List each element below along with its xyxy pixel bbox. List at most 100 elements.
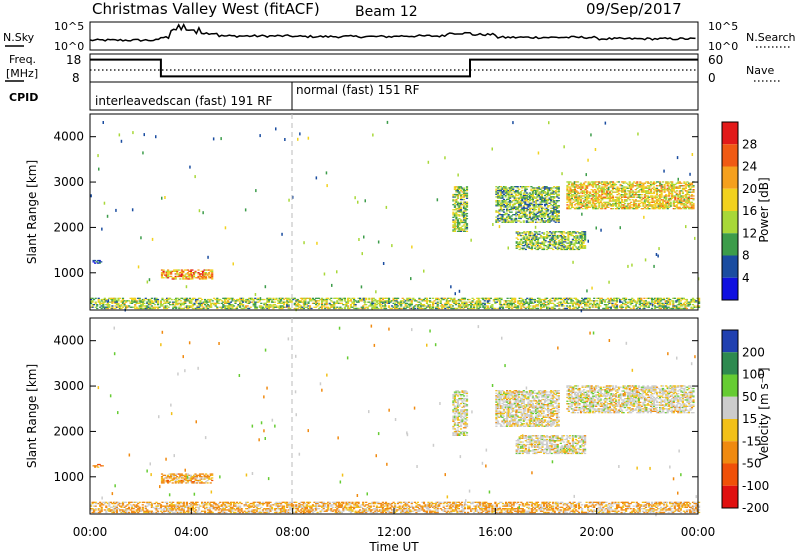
heatmap-cell <box>296 298 299 301</box>
heatmap-cell <box>687 191 691 193</box>
heatmap-cell <box>464 209 467 211</box>
heatmap-cell <box>486 305 489 307</box>
heatmap-cell <box>207 301 210 303</box>
heatmap-cell <box>657 190 660 192</box>
heatmap-cell <box>640 298 643 301</box>
heatmap-cell <box>637 202 640 205</box>
heatmap-cell <box>571 238 574 240</box>
heatmap-cell <box>660 302 663 304</box>
heatmap-cell <box>559 248 562 251</box>
heatmap-cell <box>553 241 556 243</box>
heatmap-cell <box>569 199 572 201</box>
heatmap-cell <box>239 297 242 299</box>
heatmap-cell <box>667 301 670 303</box>
heatmap-cell <box>683 189 686 191</box>
heatmap-cell <box>566 185 569 187</box>
heatmap-cell <box>657 205 660 207</box>
heatmap-cell <box>208 273 211 275</box>
heatmap-cell <box>545 192 548 194</box>
heatmap-cell <box>627 264 629 268</box>
heatmap-cell <box>566 194 569 196</box>
heatmap-cell <box>181 307 184 310</box>
heatmap-cell <box>496 187 500 189</box>
heatmap-cell <box>615 297 619 299</box>
heatmap-cell <box>510 220 513 222</box>
heatmap-cell <box>90 306 93 308</box>
heatmap-cell <box>516 200 519 202</box>
heatmap-cell <box>619 206 622 208</box>
heatmap-cell <box>569 208 572 210</box>
heatmap-cell <box>498 189 501 192</box>
heatmap-cell <box>293 297 296 299</box>
heatmap-cell <box>554 203 557 206</box>
heatmap-cell <box>395 307 398 310</box>
heatmap-cell <box>684 196 687 198</box>
heatmap-cell <box>365 306 368 308</box>
heatmap-cell <box>311 302 315 304</box>
heatmap-cell <box>498 300 502 302</box>
heatmap-cell <box>108 306 111 308</box>
heatmap-cell <box>117 305 120 307</box>
heatmap-cell <box>118 509 122 511</box>
heatmap-cell <box>99 509 102 511</box>
heatmap-cell <box>674 205 677 207</box>
heatmap-cell <box>550 200 553 202</box>
heatmap-cell <box>535 305 538 307</box>
heatmap-cell <box>147 304 150 306</box>
heatmap-cell <box>536 211 539 213</box>
heatmap-cell <box>584 301 587 303</box>
heatmap-cell <box>123 501 126 503</box>
heatmap-cell <box>547 304 550 306</box>
heatmap-cell <box>114 501 117 503</box>
heatmap-cell <box>653 305 657 307</box>
heatmap-cell <box>568 248 571 251</box>
heatmap-cell <box>464 218 467 220</box>
heatmap-cell <box>108 301 111 303</box>
heatmap-cell <box>628 298 631 301</box>
heatmap-cell <box>441 305 444 307</box>
heatmap-cell <box>657 298 660 301</box>
heatmap-cell <box>216 306 219 308</box>
heatmap-cell <box>455 198 458 201</box>
heatmap-cell <box>535 241 538 243</box>
heatmap-cell <box>674 208 677 210</box>
heatmap-cell <box>536 305 540 307</box>
heatmap-cell <box>331 304 334 306</box>
heatmap-cell <box>117 297 120 299</box>
heatmap-cell <box>595 205 598 207</box>
heatmap-cell <box>669 199 672 201</box>
heatmap-cell <box>121 509 125 511</box>
heatmap-cell <box>584 185 587 187</box>
heatmap-cell <box>533 210 536 212</box>
heatmap-cell <box>572 185 575 187</box>
heatmap-cell <box>593 304 596 306</box>
heatmap-cell <box>614 300 617 302</box>
heatmap-cell <box>105 511 108 514</box>
heatmap-cell <box>117 304 120 306</box>
heatmap-cell <box>621 200 624 202</box>
heatmap-cell <box>413 298 416 301</box>
heatmap-cell <box>527 206 530 208</box>
heatmap-cell <box>671 185 674 187</box>
heatmap-cell <box>183 269 186 271</box>
heatmap-cell <box>161 297 164 299</box>
heatmap-cell <box>453 221 456 224</box>
heatmap-cell <box>607 186 610 190</box>
heatmap-cell <box>587 182 590 184</box>
heatmap-cell <box>636 200 639 202</box>
heatmap-cell <box>501 194 504 197</box>
heatmap-cell <box>516 214 519 216</box>
heatmap-cell <box>495 301 498 303</box>
heatmap-cell <box>465 187 469 189</box>
heatmap-cell <box>655 202 659 205</box>
heatmap-cell <box>172 307 175 310</box>
heatmap-cell <box>630 206 633 208</box>
heatmap-cell <box>528 192 531 194</box>
heatmap-cell <box>597 297 600 299</box>
heatmap-cell <box>175 306 178 308</box>
heatmap-cell <box>536 198 539 201</box>
heatmap-cell <box>654 200 657 202</box>
heatmap-cell <box>102 298 105 301</box>
heatmap-cell <box>674 187 677 189</box>
heatmap-cell <box>608 199 611 201</box>
